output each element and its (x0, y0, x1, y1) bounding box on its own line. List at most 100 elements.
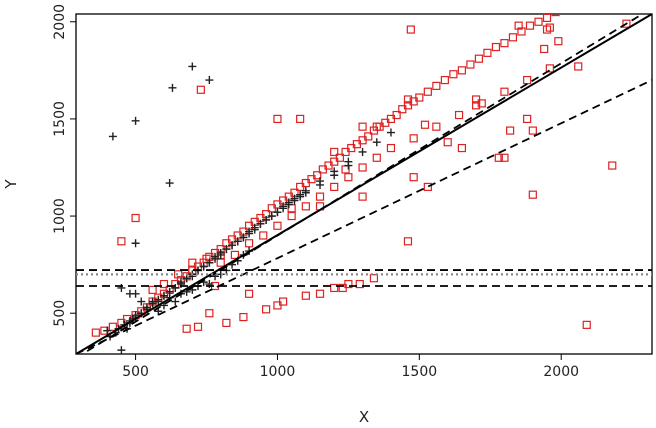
point-square (403, 237, 413, 246)
point-plus (159, 291, 168, 300)
point-plus (165, 179, 174, 188)
point-square (582, 320, 591, 329)
point-plus (372, 138, 381, 147)
point-plus (233, 237, 242, 246)
dashed-fit-line (76, 79, 652, 354)
x-tick-label: 500 (122, 364, 149, 380)
point-plus (171, 297, 180, 306)
point-square (196, 85, 205, 94)
point-square (471, 95, 481, 104)
point-square (409, 173, 418, 182)
point-plus (344, 161, 353, 170)
point-square (432, 122, 441, 131)
point-plus (316, 180, 325, 189)
x-tick-label: 1000 (260, 364, 296, 380)
point-plus (216, 270, 225, 279)
point-square (423, 87, 432, 96)
point-square (358, 192, 367, 201)
point-plus (211, 254, 220, 263)
y-tick-label: 2000 (52, 4, 68, 40)
x-tick-label: 2000 (543, 364, 579, 380)
point-square (508, 33, 518, 42)
point-square (279, 297, 288, 306)
point-square (273, 114, 282, 124)
point-square (188, 258, 197, 267)
point-square (420, 120, 430, 129)
point-square (338, 283, 347, 293)
point-square (542, 14, 552, 22)
point-square (222, 318, 231, 328)
point-plus (262, 215, 271, 224)
point-square (244, 239, 254, 248)
point-square (491, 42, 501, 52)
point-square (386, 143, 396, 153)
point-square (182, 324, 191, 333)
point-plus (205, 76, 214, 85)
point-square (315, 289, 325, 298)
y-axis: 500 1000 1500 2000 (52, 4, 76, 327)
point-plus (103, 326, 112, 335)
point-square (545, 64, 554, 73)
point-square (457, 66, 466, 75)
y-tick-label: 1000 (52, 198, 68, 234)
point-square (500, 87, 509, 96)
point-square (528, 126, 537, 135)
point-square (409, 134, 418, 143)
point-plus (131, 289, 140, 298)
y-tick-label: 500 (52, 300, 68, 327)
point-square (358, 163, 367, 172)
x-tick-label: 1500 (402, 364, 438, 380)
point-plus (168, 83, 177, 92)
point-square (330, 182, 339, 192)
point-plus (267, 212, 276, 221)
point-square (474, 54, 484, 63)
y-axis-label: Y (2, 179, 20, 190)
point-plus (273, 208, 282, 217)
point-square (440, 75, 449, 85)
point-square (449, 70, 458, 79)
point-plus (228, 241, 237, 250)
point-square (500, 153, 509, 162)
point-square (148, 285, 157, 294)
point-plus (131, 239, 140, 248)
point-plus (131, 116, 140, 125)
point-square (259, 231, 268, 240)
point-square (230, 250, 239, 260)
point-square (369, 274, 379, 283)
point-plus (290, 196, 299, 205)
point-square (91, 328, 100, 337)
dashed-fit-line (80, 14, 645, 354)
point-square (423, 182, 432, 192)
point-square (514, 21, 523, 30)
point-square (239, 312, 248, 322)
point-square (622, 19, 631, 28)
point-square (355, 279, 364, 289)
point-square (344, 173, 353, 182)
point-square (542, 25, 552, 34)
point-square (517, 27, 526, 36)
x-axis: 500 1000 1500 2000 (122, 354, 579, 380)
point-square (608, 161, 617, 170)
x-axis-label: X (359, 408, 369, 426)
point-square (301, 202, 310, 211)
point-square (372, 153, 381, 162)
point-square (506, 126, 515, 135)
point-square (216, 258, 225, 267)
point-square (108, 322, 117, 331)
point-plus (108, 132, 117, 141)
plot-frame (75, 13, 653, 355)
point-square (534, 17, 543, 26)
reference-lines (76, 14, 652, 354)
point-plus (199, 262, 208, 271)
point-square (523, 114, 532, 124)
point-square (287, 211, 296, 221)
point-square (330, 147, 339, 157)
point-square (554, 37, 563, 46)
point-plus (330, 171, 339, 180)
point-square (494, 153, 503, 162)
point-plus (279, 204, 288, 213)
point-square (471, 101, 481, 110)
point-square (131, 213, 140, 223)
point-square (406, 25, 415, 34)
data-points (91, 14, 631, 354)
